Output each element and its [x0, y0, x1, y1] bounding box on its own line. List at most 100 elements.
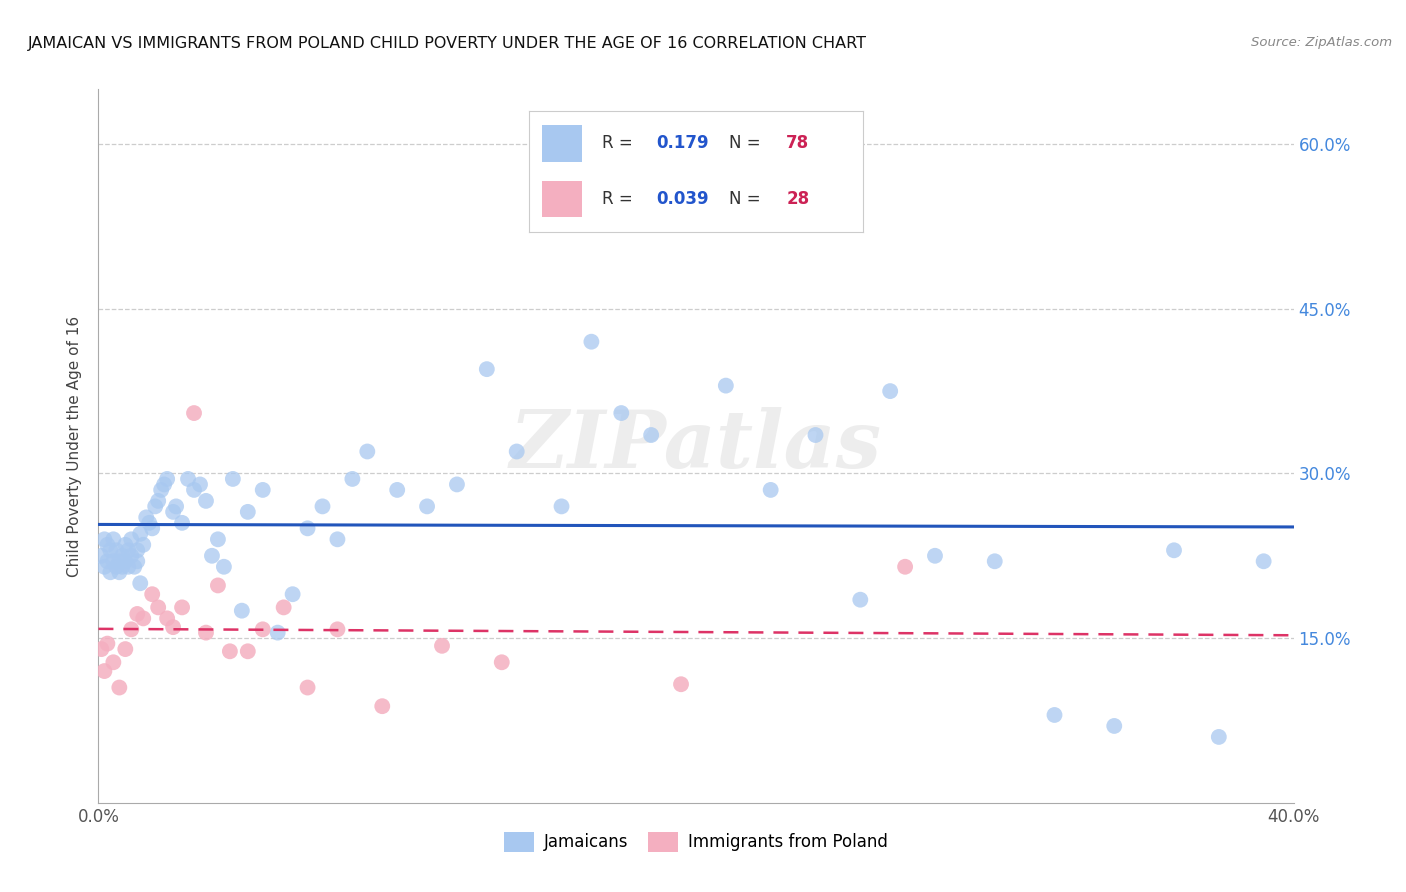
- Point: [98, 566, 122, 580]
- Point: [117, 543, 139, 558]
- Point: [96, 554, 118, 568]
- Point: [90, 549, 112, 563]
- Point: [132, 538, 155, 552]
- Point: [236, 505, 259, 519]
- Point: [156, 472, 179, 486]
- Point: [311, 500, 333, 514]
- Point: [148, 494, 170, 508]
- Point: [98, 543, 122, 558]
- Point: [640, 428, 662, 442]
- Point: [195, 494, 218, 508]
- Point: [108, 681, 131, 695]
- Point: [183, 483, 205, 497]
- Point: [207, 578, 229, 592]
- Point: [108, 566, 131, 580]
- Point: [96, 637, 118, 651]
- Point: [93, 559, 115, 574]
- Point: [124, 559, 146, 574]
- Point: [446, 477, 468, 491]
- Point: [984, 554, 1007, 568]
- Point: [103, 533, 125, 547]
- Point: [114, 538, 136, 552]
- Point: [430, 639, 453, 653]
- Point: [252, 623, 274, 637]
- Point: [669, 677, 692, 691]
- Point: [96, 538, 118, 552]
- Point: [475, 362, 498, 376]
- Point: [550, 500, 572, 514]
- Point: [222, 472, 245, 486]
- Point: [297, 521, 319, 535]
- Point: [385, 483, 409, 497]
- Point: [111, 549, 134, 563]
- Point: [610, 406, 633, 420]
- Point: [105, 559, 128, 574]
- Point: [849, 592, 872, 607]
- Point: [138, 516, 160, 530]
- Point: [924, 549, 946, 563]
- Point: [141, 587, 163, 601]
- Text: ZIPatlas: ZIPatlas: [510, 408, 882, 484]
- Point: [120, 623, 142, 637]
- Point: [207, 533, 229, 547]
- Point: [177, 472, 200, 486]
- Point: [105, 543, 128, 558]
- Point: [129, 526, 152, 541]
- Point: [326, 623, 349, 637]
- Point: [236, 644, 259, 658]
- Point: [212, 559, 235, 574]
- Point: [894, 559, 917, 574]
- Point: [1253, 554, 1275, 568]
- Point: [93, 664, 115, 678]
- Point: [150, 483, 173, 497]
- Point: [172, 516, 194, 530]
- Point: [267, 625, 290, 640]
- Point: [195, 625, 218, 640]
- Point: [879, 384, 901, 398]
- Point: [93, 533, 115, 547]
- Point: [120, 549, 142, 563]
- Point: [356, 444, 378, 458]
- Point: [342, 472, 364, 486]
- Point: [127, 554, 149, 568]
- Point: [127, 543, 149, 558]
- Point: [153, 477, 176, 491]
- Point: [669, 202, 692, 217]
- Point: [1043, 708, 1066, 723]
- Point: [172, 600, 194, 615]
- Point: [132, 611, 155, 625]
- Legend: Jamaicans, Immigrants from Poland: Jamaicans, Immigrants from Poland: [498, 825, 894, 859]
- Point: [714, 378, 737, 392]
- Point: [165, 500, 187, 514]
- Point: [506, 444, 529, 458]
- Point: [90, 642, 112, 657]
- Point: [162, 620, 184, 634]
- Point: [273, 600, 295, 615]
- Point: [103, 655, 125, 669]
- Point: [1104, 719, 1126, 733]
- Point: [129, 576, 152, 591]
- Point: [371, 699, 394, 714]
- Point: [1163, 543, 1185, 558]
- Point: [148, 600, 170, 615]
- Point: [141, 521, 163, 535]
- Point: [252, 483, 274, 497]
- Point: [231, 604, 253, 618]
- Point: [804, 428, 827, 442]
- Point: [127, 607, 149, 621]
- Point: [326, 533, 349, 547]
- Point: [135, 510, 157, 524]
- Text: Source: ZipAtlas.com: Source: ZipAtlas.com: [1251, 36, 1392, 49]
- Y-axis label: Child Poverty Under the Age of 16: Child Poverty Under the Age of 16: [67, 316, 83, 576]
- Point: [117, 559, 139, 574]
- Point: [120, 533, 142, 547]
- Point: [103, 554, 125, 568]
- Point: [114, 554, 136, 568]
- Point: [201, 549, 224, 563]
- Point: [183, 406, 205, 420]
- Point: [581, 334, 603, 349]
- Text: JAMAICAN VS IMMIGRANTS FROM POLAND CHILD POVERTY UNDER THE AGE OF 16 CORRELATION: JAMAICAN VS IMMIGRANTS FROM POLAND CHILD…: [28, 36, 868, 51]
- Point: [491, 655, 513, 669]
- Point: [759, 483, 782, 497]
- Point: [162, 505, 184, 519]
